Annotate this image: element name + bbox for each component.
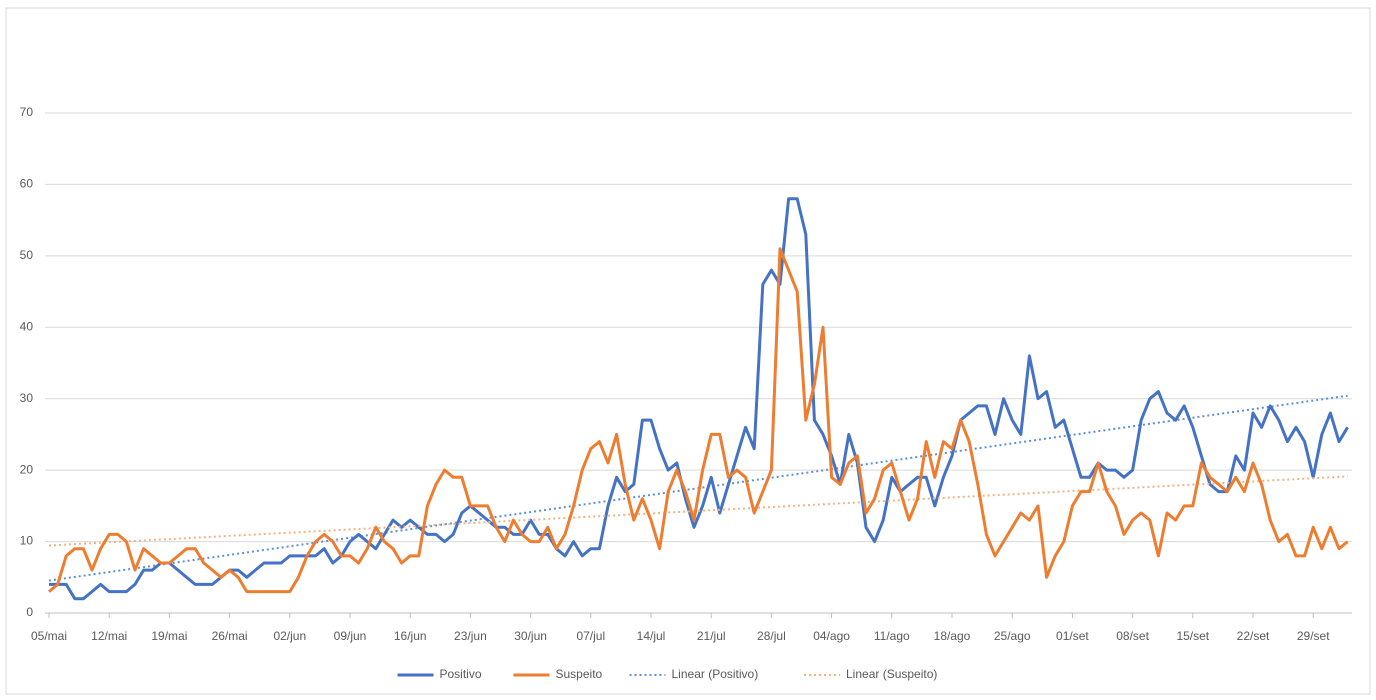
- x-tick-label: 08/set: [1116, 629, 1149, 643]
- x-tick-label: 22/set: [1237, 629, 1270, 643]
- legend-label: Suspeito: [556, 667, 603, 681]
- x-tick-label: 02/jun: [273, 629, 306, 643]
- trendline: [48, 475, 1348, 547]
- x-tick-label: 01/set: [1056, 629, 1089, 643]
- y-tick-label: 60: [20, 177, 34, 191]
- legend-label: Linear (Positivo): [672, 667, 759, 681]
- x-tick-label: 29/set: [1297, 629, 1330, 643]
- x-tick-label: 09/jun: [334, 629, 367, 643]
- y-tick-label: 30: [20, 391, 34, 405]
- y-tick-label: 50: [20, 248, 34, 262]
- x-tick-label: 23/jun: [454, 629, 487, 643]
- x-tick-label: 25/ago: [994, 629, 1031, 643]
- x-tick-label: 19/mai: [151, 629, 187, 643]
- legend-label: Positivo: [440, 667, 482, 681]
- x-tick-label: 21/jul: [697, 629, 726, 643]
- x-tick-label: 30/jun: [514, 629, 547, 643]
- chart-border: [5, 7, 1371, 695]
- x-tick-label: 15/set: [1176, 629, 1209, 643]
- x-tick-label: 26/mai: [212, 629, 248, 643]
- x-tick-label: 11/ago: [874, 629, 910, 643]
- y-tick-label: 20: [20, 462, 34, 476]
- x-tick-label: 28/jul: [757, 629, 786, 643]
- y-tick-label: 10: [20, 534, 34, 548]
- y-tick-label: 70: [20, 105, 34, 119]
- x-tick-label: 07/jul: [576, 629, 605, 643]
- y-tick-label: 0: [26, 605, 33, 619]
- series-line: [49, 197, 1349, 601]
- x-tick-label: 05/mai: [31, 629, 67, 643]
- x-tick-label: 16/jun: [394, 629, 427, 643]
- x-tick-label: 12/mai: [91, 629, 127, 643]
- x-tick-label: 04/ago: [813, 629, 850, 643]
- series-line: [48, 247, 1349, 594]
- legend-label: Linear (Suspeito): [846, 667, 937, 681]
- x-tick-label: 14/jul: [637, 629, 666, 643]
- y-tick-label: 40: [20, 319, 34, 333]
- x-tick-label: 18/ago: [934, 629, 971, 643]
